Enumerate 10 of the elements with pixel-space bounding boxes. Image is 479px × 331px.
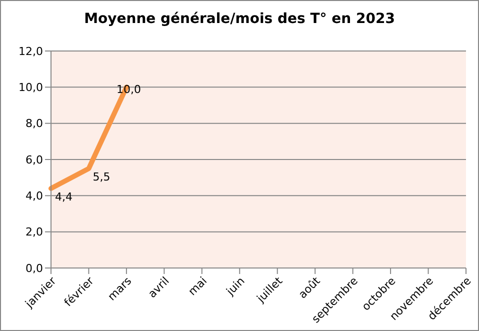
chart-title: Moyenne générale/mois des T° en 2023	[83, 11, 396, 27]
y-tick-label: 12,0	[18, 44, 43, 58]
data-label: 4,4	[55, 190, 72, 204]
y-tick-label: 10,0	[18, 81, 43, 94]
y-tick-label: 4,0	[26, 190, 43, 203]
y-tick-label: 8,0	[26, 117, 43, 130]
y-tick-label: 2,0	[26, 226, 43, 239]
y-tick-label: 6,0	[26, 153, 43, 166]
data-label: 5,5	[92, 170, 110, 184]
y-tick-label: 0,0	[26, 262, 43, 275]
